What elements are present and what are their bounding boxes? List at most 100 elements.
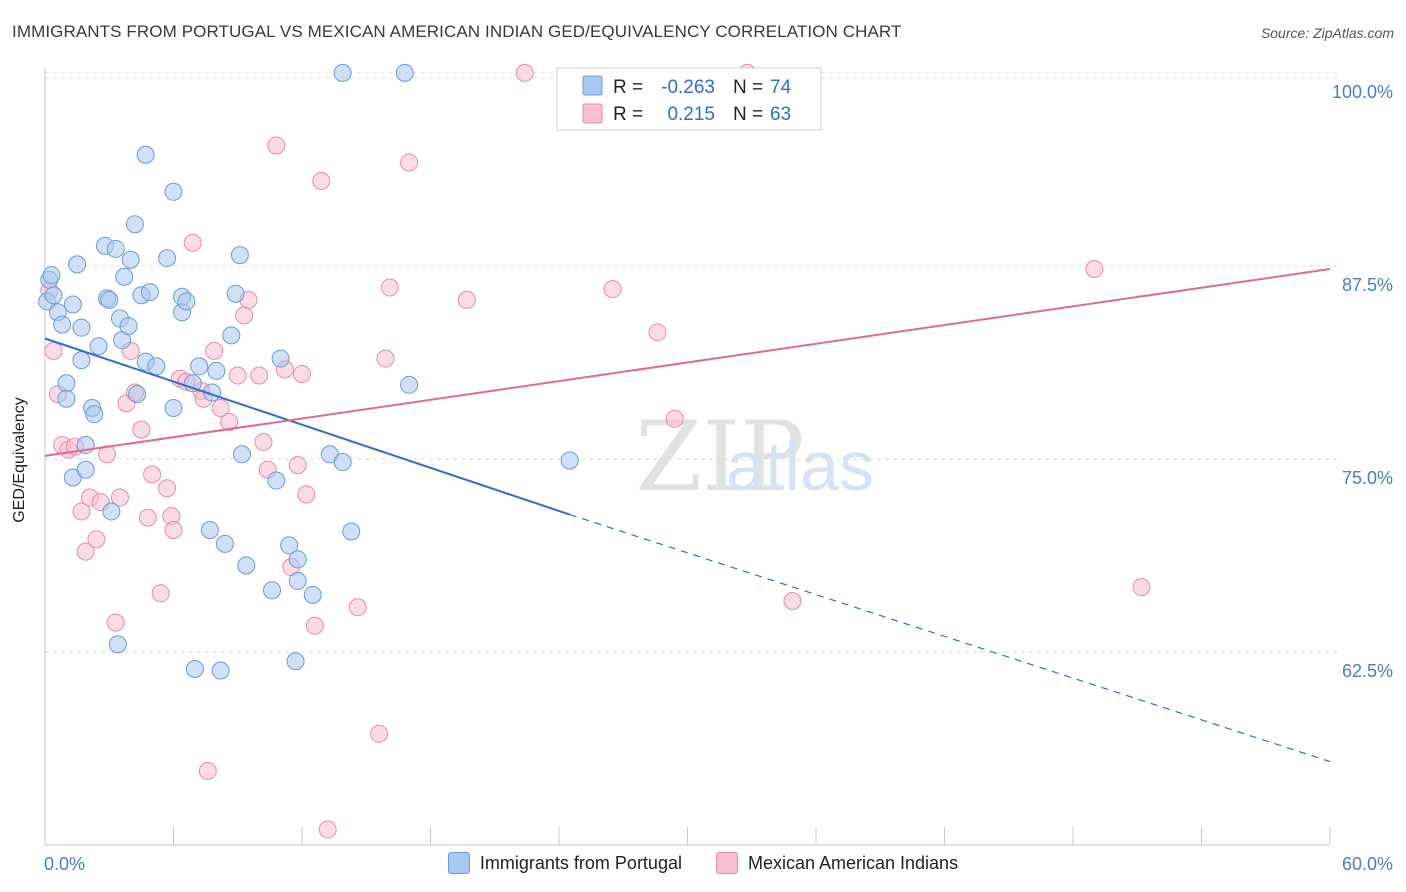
data-point-pink <box>44 341 63 360</box>
data-point-blue <box>263 581 282 600</box>
data-point-blue <box>100 290 119 309</box>
data-point-blue <box>44 286 63 305</box>
data-point-pink <box>198 761 217 780</box>
data-point-blue <box>226 284 245 303</box>
data-point-blue <box>271 349 290 368</box>
data-point-pink <box>400 153 419 172</box>
legend-label-mexican-american-indians: Mexican American Indians <box>747 852 959 873</box>
data-point-pink <box>98 445 117 464</box>
data-point-blue <box>102 502 121 521</box>
data-point-blue <box>128 385 147 404</box>
data-point-blue <box>303 585 322 604</box>
data-point-pink <box>312 171 331 190</box>
legend-r-label: R = <box>613 77 643 98</box>
data-point-pink <box>183 233 202 252</box>
x-tick-label: 0.0% <box>44 854 85 874</box>
data-point-pink <box>376 349 395 368</box>
data-point-pink <box>370 724 389 743</box>
data-point-pink <box>235 306 254 325</box>
data-point-blue <box>211 661 230 680</box>
legend-label-portugal: Immigrants from Portugal <box>479 852 682 873</box>
data-point-pink <box>1085 260 1104 279</box>
data-point-blue <box>72 351 91 370</box>
data-point-blue <box>119 317 138 336</box>
data-point-blue <box>136 145 155 164</box>
data-point-blue <box>190 357 209 376</box>
legend-n-label: N = <box>733 104 763 125</box>
data-point-pink <box>87 530 106 549</box>
legend-n-value: 74 <box>770 77 792 98</box>
data-point-blue <box>177 292 196 311</box>
data-point-pink <box>783 592 802 611</box>
data-point-blue <box>233 445 252 464</box>
data-point-pink <box>297 485 316 504</box>
chart-title: IMMIGRANTS FROM PORTUGAL VS MEXICAN AMER… <box>12 22 902 41</box>
data-point-blue <box>288 571 307 590</box>
legend-r-label: R = <box>613 104 643 125</box>
legend-swatch-blue <box>582 75 603 96</box>
data-point-blue <box>89 337 108 356</box>
y-tick-label: 62.5% <box>1342 661 1393 681</box>
stats-legend: R = -0.263 N = 74 R = 0.215 N = 63 <box>556 67 822 131</box>
data-point-pink <box>515 63 534 82</box>
data-point-blue <box>85 405 104 424</box>
data-point-pink <box>318 820 337 839</box>
data-point-blue <box>200 520 219 539</box>
data-point-pink <box>603 280 622 299</box>
legend-n-value: 63 <box>770 104 791 125</box>
source-attribution: Source: ZipAtlas.com <box>1260 25 1394 41</box>
data-point-blue <box>400 375 419 394</box>
trend-line-blue <box>44 337 571 516</box>
data-point-pink <box>254 432 273 451</box>
data-point-blue <box>267 471 286 490</box>
data-point-blue <box>395 63 414 82</box>
data-point-pink <box>110 488 129 507</box>
data-point-blue <box>185 659 204 678</box>
data-point-pink <box>348 598 367 617</box>
data-point-pink <box>250 366 269 385</box>
data-point-blue <box>286 652 305 671</box>
y-tick-label: 87.5% <box>1342 275 1393 295</box>
data-point-blue <box>121 250 140 269</box>
data-point-pink <box>76 542 95 561</box>
data-point-blue <box>237 556 256 575</box>
trend-line-blue-extension <box>569 513 1331 763</box>
y-tick-label: 75.0% <box>1342 468 1393 488</box>
trend-lines <box>44 268 1331 763</box>
data-point-blue <box>42 266 61 285</box>
data-point-blue <box>164 398 183 417</box>
data-point-pink <box>151 584 170 603</box>
data-point-pink <box>138 508 157 527</box>
data-point-blue <box>57 389 76 408</box>
data-point-blue <box>72 318 91 337</box>
data-point-blue <box>333 453 352 472</box>
data-point-pink <box>228 366 247 385</box>
data-point-pink <box>288 456 307 475</box>
data-point-blue <box>68 255 87 274</box>
data-point-pink <box>267 136 286 155</box>
data-point-blue <box>140 283 159 302</box>
legend-swatch-portugal <box>447 852 470 874</box>
data-point-blue <box>342 522 361 541</box>
data-point-blue <box>288 550 307 569</box>
data-point-blue <box>106 239 125 258</box>
data-point-blue <box>222 326 241 345</box>
data-point-blue <box>125 215 144 234</box>
data-point-blue <box>63 295 82 314</box>
data-point-blue <box>215 534 234 553</box>
data-point-blue <box>280 536 299 555</box>
data-point-pink <box>106 613 125 632</box>
data-point-pink <box>648 323 667 342</box>
data-point-blue <box>230 246 249 265</box>
data-point-blue <box>108 635 127 654</box>
data-point-pink <box>380 278 399 297</box>
data-point-blue <box>164 182 183 201</box>
tick-labels: 62.5% 75.0% 87.5% 100.0% 0.0% 60.0% <box>44 82 1393 874</box>
legend-item-portugal: Immigrants from Portugal <box>447 852 682 874</box>
data-point-pink <box>305 616 324 635</box>
watermark-zip: ZIP <box>635 401 804 513</box>
data-point-pink <box>1132 578 1151 597</box>
data-point-pink <box>164 520 183 539</box>
axes <box>44 68 1331 846</box>
